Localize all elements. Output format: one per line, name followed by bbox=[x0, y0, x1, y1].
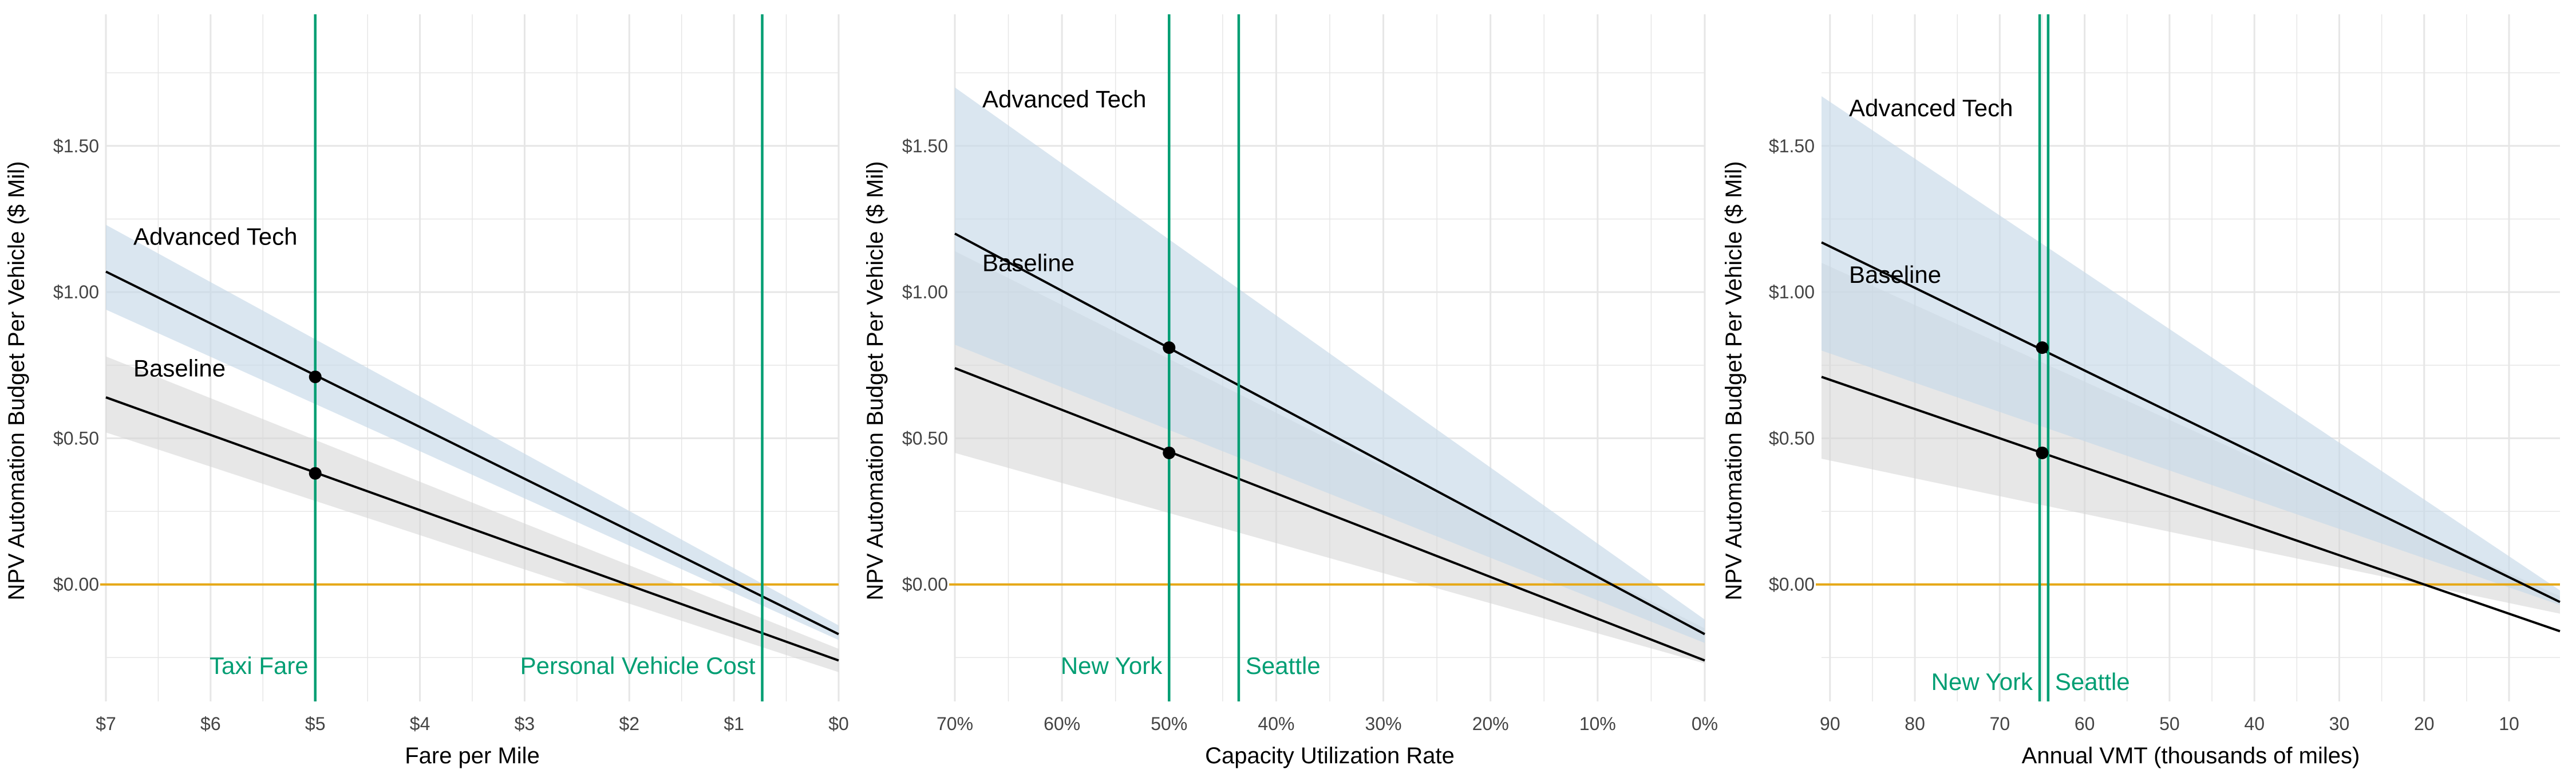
y-tick-label: $1.00 bbox=[53, 282, 99, 302]
panel-fare: Taxi Fare Personal Vehicle Cost Baseline Ad… bbox=[4, 14, 849, 768]
x-tick-label: $4 bbox=[410, 713, 430, 734]
baseline-label: Baseline bbox=[1849, 261, 1941, 288]
baseline-label: Baseline bbox=[133, 354, 226, 381]
x-tick-label: $3 bbox=[515, 713, 535, 734]
y-tick-label: $1.50 bbox=[53, 136, 99, 156]
y-tick-label: $0.00 bbox=[902, 574, 948, 595]
advanced-tech-band bbox=[106, 224, 839, 640]
y-axis-title: NPV Automation Budget Per Vehicle ($ Mil… bbox=[863, 161, 888, 600]
y-tick-label: $0.00 bbox=[1769, 574, 1815, 595]
x-tick-label: $0 bbox=[828, 713, 849, 734]
reference-line-label: Seattle bbox=[2055, 668, 2130, 695]
baseline-band bbox=[106, 356, 839, 672]
advanced-tech-point bbox=[2036, 341, 2049, 354]
advanced-tech-line bbox=[1821, 241, 2561, 604]
x-tick-label: 40 bbox=[2244, 713, 2265, 734]
x-tick-label: 10% bbox=[1579, 713, 1616, 734]
y-axis-title: NPV Automation Budget Per Vehicle ($ Mil… bbox=[4, 161, 29, 600]
advanced-tech-point bbox=[1163, 341, 1176, 354]
baseline-line bbox=[954, 367, 1705, 662]
advanced-tech-line bbox=[105, 270, 839, 636]
panel-utilization: New York Seattle Baseline Advanced Tech 70% 6… bbox=[863, 14, 1718, 768]
x-tick-label: $1 bbox=[724, 713, 744, 734]
baseline-point bbox=[2036, 446, 2049, 459]
x-tick-label: 90 bbox=[1820, 713, 1840, 734]
x-tick-label: 60 bbox=[2075, 713, 2095, 734]
x-tick-label: 60% bbox=[1044, 713, 1080, 734]
x-tick-label: $6 bbox=[200, 713, 221, 734]
baseline-line bbox=[1821, 376, 2561, 633]
y-tick-label: $1.00 bbox=[902, 282, 948, 302]
x-tick-label: 40% bbox=[1258, 713, 1294, 734]
baseline-line bbox=[105, 396, 839, 662]
panel-vmt: New York Seattle Baseline Advanced Tech 90 80… bbox=[1721, 14, 2561, 768]
reference-line-label: Seattle bbox=[1246, 652, 1321, 679]
baseline-label: Baseline bbox=[982, 250, 1074, 277]
baseline-point bbox=[1163, 446, 1176, 459]
y-axis-title: NPV Automation Budget Per Vehicle ($ Mil… bbox=[1721, 161, 1747, 600]
x-tick-label: 10 bbox=[2499, 713, 2519, 734]
x-tick-label: 20% bbox=[1472, 713, 1509, 734]
x-tick-label: 20 bbox=[2414, 713, 2435, 734]
advanced-tech-band bbox=[955, 87, 1705, 643]
y-tick-label: $0.50 bbox=[53, 428, 99, 448]
x-tick-label: 70 bbox=[1990, 713, 2010, 734]
x-tick-label: 50% bbox=[1151, 713, 1187, 734]
x-tick-label: 70% bbox=[937, 713, 973, 734]
advanced-tech-band bbox=[1822, 96, 2560, 605]
y-tick-label: $1.50 bbox=[902, 136, 948, 156]
y-tick-label: $0.00 bbox=[53, 574, 99, 595]
x-tick-label: $5 bbox=[305, 713, 326, 734]
y-tick-label: $0.50 bbox=[902, 428, 948, 448]
advanced-tech-label: Advanced Tech bbox=[133, 223, 297, 250]
x-axis-title: Annual VMT (thousands of miles) bbox=[2022, 743, 2360, 768]
reference-line-label: Personal Vehicle Cost bbox=[520, 652, 756, 679]
x-tick-label: 50 bbox=[2159, 713, 2180, 734]
x-axis-title: Capacity Utilization Rate bbox=[1205, 743, 1455, 768]
x-axis-title: Fare per Mile bbox=[405, 743, 540, 768]
x-tick-label: 80 bbox=[1905, 713, 1925, 734]
reference-line-label: New York bbox=[1931, 668, 2033, 695]
y-tick-label: $0.50 bbox=[1769, 428, 1815, 448]
x-tick-label: $2 bbox=[619, 713, 639, 734]
advanced-tech-label: Advanced Tech bbox=[982, 86, 1146, 113]
advanced-tech-point bbox=[309, 370, 322, 384]
x-tick-label: 30 bbox=[2329, 713, 2350, 734]
reference-line-label: Taxi Fare bbox=[210, 652, 309, 679]
y-tick-label: $1.50 bbox=[1769, 136, 1815, 156]
reference-line-label: New York bbox=[1061, 652, 1163, 679]
x-tick-label: 0% bbox=[1692, 713, 1718, 734]
advanced-tech-line bbox=[954, 232, 1705, 636]
baseline-point bbox=[309, 467, 322, 480]
x-tick-label: $7 bbox=[96, 713, 116, 734]
x-tick-label: 30% bbox=[1365, 713, 1402, 734]
advanced-tech-label: Advanced Tech bbox=[1849, 94, 2013, 121]
y-tick-label: $1.00 bbox=[1769, 282, 1815, 302]
